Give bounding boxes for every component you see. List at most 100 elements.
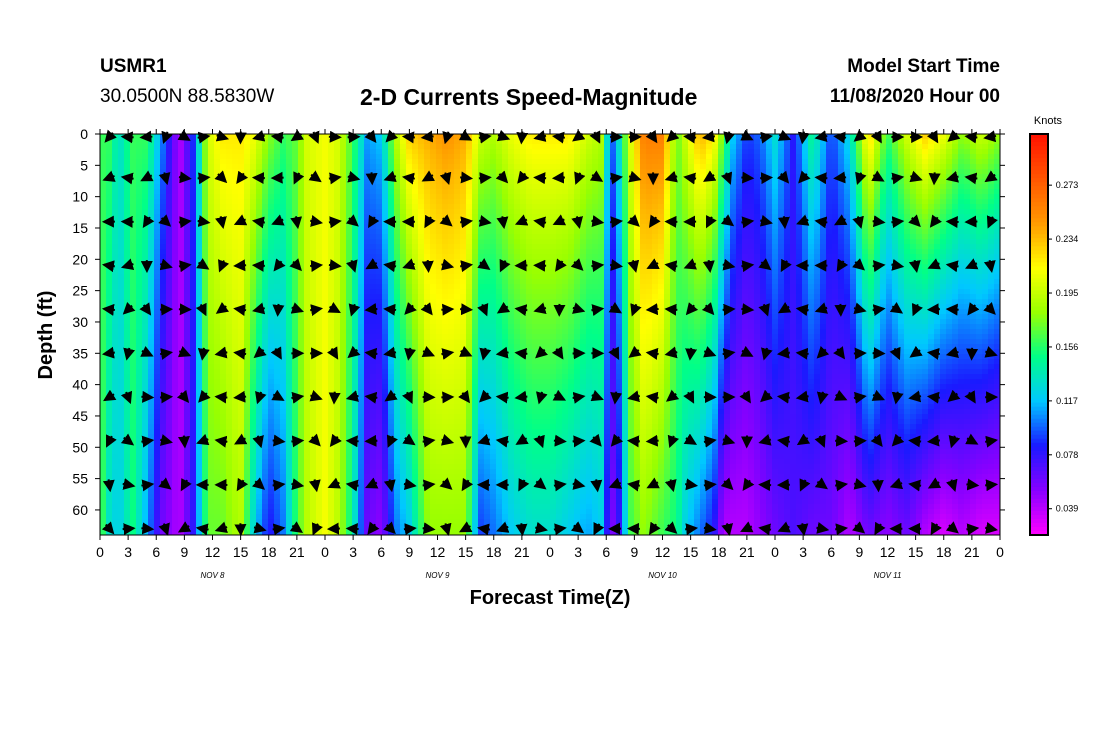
heatmap-cell <box>166 164 173 170</box>
heatmap-cell <box>112 154 119 160</box>
heatmap-cell <box>190 434 197 440</box>
heatmap-cell <box>136 224 143 230</box>
heatmap-cell <box>154 514 161 520</box>
heatmap-cell <box>100 164 107 170</box>
heatmap-cell <box>124 149 131 155</box>
heatmap-cell <box>394 434 401 440</box>
heatmap-cell <box>196 159 203 165</box>
heatmap-cell <box>118 284 125 290</box>
heatmap-cell <box>172 404 179 410</box>
heatmap-cell <box>136 219 143 225</box>
heatmap-cell <box>322 269 329 275</box>
heatmap-cell <box>292 144 299 150</box>
heatmap-cell <box>400 414 407 420</box>
heatmap-cell <box>466 359 473 365</box>
heatmap-cell <box>130 434 137 440</box>
heatmap-cell <box>412 219 419 225</box>
heatmap-cell <box>148 184 155 190</box>
heatmap-cell <box>214 249 221 255</box>
heatmap-cell <box>340 324 347 330</box>
heatmap-cell <box>286 529 293 535</box>
heatmap-cell <box>148 489 155 495</box>
heatmap-cell <box>424 409 431 415</box>
heatmap-cell <box>184 499 191 505</box>
heatmap-cell <box>190 229 197 235</box>
heatmap-cell <box>352 494 359 500</box>
heatmap-cell <box>202 379 209 385</box>
heatmap-cell <box>382 294 389 300</box>
heatmap-cell <box>118 299 125 305</box>
heatmap-cell <box>370 504 377 510</box>
heatmap-cell <box>112 424 119 430</box>
heatmap-cell <box>196 209 203 215</box>
heatmap-cell <box>292 324 299 330</box>
heatmap-cell <box>430 359 437 365</box>
heatmap-cell <box>250 434 257 440</box>
heatmap-cell <box>124 444 131 450</box>
heatmap-cell <box>304 134 311 140</box>
heatmap-cell <box>394 174 401 180</box>
heatmap-cell <box>400 429 407 435</box>
heatmap-cell <box>280 254 287 260</box>
heatmap-cell <box>130 489 137 495</box>
heatmap-cell <box>112 184 119 190</box>
heatmap-cell <box>118 509 125 515</box>
heatmap-cell <box>166 514 173 520</box>
heatmap-cell <box>250 514 257 520</box>
heatmap-cell <box>436 469 443 475</box>
heatmap-cell <box>328 434 335 440</box>
heatmap-cell <box>100 334 107 340</box>
heatmap-cell <box>190 304 197 310</box>
heatmap-cell <box>160 164 167 170</box>
heatmap-cell <box>454 344 461 350</box>
heatmap-cell <box>166 524 173 530</box>
heatmap-cell <box>340 289 347 295</box>
heatmap-cell <box>262 409 269 415</box>
heatmap-cell <box>346 324 353 330</box>
heatmap-cell <box>166 314 173 320</box>
heatmap-cell <box>112 389 119 395</box>
heatmap-cell <box>154 364 161 370</box>
heatmap-cell <box>322 249 329 255</box>
heatmap-cell <box>106 184 113 190</box>
heatmap-cell <box>226 339 233 345</box>
heatmap-cell <box>256 149 263 155</box>
heatmap-cell <box>142 454 149 460</box>
heatmap-cell <box>376 234 383 240</box>
heatmap-cell <box>424 169 431 175</box>
heatmap-cell <box>352 364 359 370</box>
heatmap-cell <box>298 269 305 275</box>
heatmap-cell <box>178 414 185 420</box>
heatmap-cell <box>436 349 443 355</box>
heatmap-cell <box>412 334 419 340</box>
heatmap-cell <box>454 229 461 235</box>
heatmap-cell <box>250 359 257 365</box>
heatmap-cell <box>154 164 161 170</box>
heatmap-cell <box>328 314 335 320</box>
heatmap-cell <box>118 494 125 500</box>
heatmap-cell <box>400 144 407 150</box>
heatmap-cell <box>130 474 137 480</box>
heatmap-cell <box>442 419 449 425</box>
heatmap-cell <box>358 299 365 305</box>
heatmap-cell <box>388 299 395 305</box>
heatmap-cell <box>280 389 287 395</box>
heatmap-cell <box>214 184 221 190</box>
heatmap-cell <box>250 409 257 415</box>
heatmap-cell <box>214 379 221 385</box>
heatmap-cell <box>196 529 203 535</box>
heatmap-cell <box>436 439 443 445</box>
heatmap-cell <box>214 359 221 365</box>
heatmap-cell <box>256 284 263 290</box>
heatmap-cell <box>208 229 215 235</box>
heatmap-cell <box>250 369 257 375</box>
heatmap-cell <box>334 144 341 150</box>
heatmap-cell <box>400 299 407 305</box>
heatmap-cell <box>352 444 359 450</box>
heatmap-cell <box>448 389 455 395</box>
heatmap-cell <box>382 189 389 195</box>
heatmap-cell <box>316 434 323 440</box>
heatmap-cell <box>220 204 227 210</box>
heatmap-cell <box>304 519 311 525</box>
heatmap-cell <box>148 494 155 500</box>
